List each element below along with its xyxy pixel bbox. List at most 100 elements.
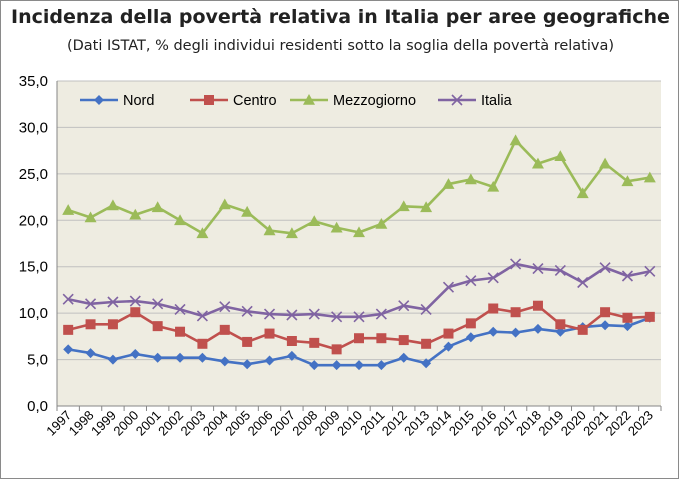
data-point-centro — [85, 319, 96, 330]
chart-title: Incidenza della povertà relativa in Ital… — [11, 6, 670, 28]
data-point-mezzogiorno — [62, 204, 75, 215]
data-point-italia — [353, 311, 365, 323]
data-point-centro — [130, 307, 141, 318]
legend-marker-centro — [204, 95, 214, 105]
data-point-centro — [63, 324, 74, 335]
data-point-mezzogiorno — [621, 175, 634, 187]
legend-label-mezzogiorno: Mezzogiorno — [333, 93, 416, 109]
data-point-mezzogiorno — [84, 211, 97, 223]
data-point-mezzogiorno — [487, 180, 500, 192]
data-point-centro — [510, 307, 521, 318]
y-tick-label: 15,0 — [19, 259, 48, 276]
data-point-italia — [263, 308, 276, 320]
data-point-centro — [242, 336, 253, 347]
data-point-italia — [219, 301, 231, 313]
legend-label-italia: Italia — [481, 93, 513, 109]
data-point-nord — [107, 354, 118, 365]
data-point-nord — [488, 326, 499, 337]
data-point-mezzogiorno — [353, 226, 365, 238]
data-point-centro — [354, 333, 364, 344]
data-point-nord — [242, 359, 253, 370]
data-point-nord — [600, 320, 611, 331]
data-point-italia — [331, 311, 343, 323]
data-point-mezzogiorno — [509, 134, 522, 146]
data-point-mezzogiorno — [285, 227, 298, 239]
data-point-nord — [331, 360, 342, 371]
data-point-mezzogiorno — [218, 198, 231, 210]
data-point-centro — [264, 328, 275, 339]
data-point-italia — [577, 276, 589, 289]
data-point-mezzogiorno — [174, 214, 187, 226]
data-point-nord — [622, 321, 633, 332]
data-point-nord — [286, 350, 297, 361]
data-point-italia — [129, 295, 141, 307]
data-point-mezzogiorno — [330, 221, 343, 233]
y-tick-label: 5,0 — [27, 352, 48, 369]
data-point-mezzogiorno — [643, 171, 656, 183]
data-point-mezzogiorno — [151, 201, 164, 213]
data-point-mezzogiorno — [308, 215, 321, 227]
data-point-centro — [175, 326, 186, 337]
data-point-mezzogiorno — [531, 157, 544, 169]
data-point-mezzogiorno — [599, 157, 612, 169]
data-point-centro — [443, 328, 454, 339]
data-point-nord — [264, 355, 275, 366]
data-point-italia — [308, 308, 320, 320]
y-tick-label: 20,0 — [19, 212, 48, 229]
data-point-centro — [152, 321, 163, 332]
data-point-italia — [644, 265, 656, 277]
data-point-italia — [62, 293, 74, 305]
data-point-centro — [398, 335, 409, 346]
data-point-italia — [241, 305, 253, 317]
data-point-centro — [331, 344, 342, 355]
data-point-nord — [421, 358, 432, 369]
data-point-nord — [197, 352, 208, 363]
data-point-italia — [510, 258, 522, 270]
data-point-mezzogiorno — [196, 227, 209, 239]
data-point-mezzogiorno — [420, 201, 433, 213]
data-point-centro — [376, 333, 387, 344]
data-point-italia — [107, 296, 119, 308]
data-point-italia — [420, 303, 432, 315]
data-point-italia — [174, 303, 186, 315]
data-point-mezzogiorno — [576, 187, 589, 199]
data-point-centro — [421, 338, 432, 349]
data-point-centro — [600, 307, 611, 318]
legend-marker-nord — [94, 95, 104, 105]
data-point-nord — [152, 352, 163, 363]
data-point-nord — [376, 360, 387, 371]
data-point-italia — [398, 300, 410, 312]
data-point-nord — [130, 349, 141, 359]
data-point-mezzogiorno — [106, 199, 119, 211]
data-point-italia — [465, 275, 477, 287]
y-tick-label: 10,0 — [19, 305, 48, 322]
data-point-italia — [621, 270, 634, 282]
data-point-italia — [375, 308, 387, 320]
data-point-mezzogiorno — [442, 178, 455, 189]
legend-label-centro: Centro — [233, 93, 277, 109]
data-point-centro — [532, 300, 543, 311]
data-point-centro — [465, 318, 476, 329]
data-point-centro — [488, 303, 499, 314]
data-point-nord — [309, 360, 320, 371]
data-point-nord — [532, 323, 543, 334]
data-point-centro — [577, 324, 588, 335]
data-point-nord — [63, 344, 74, 355]
data-point-nord — [398, 352, 409, 363]
data-point-nord — [175, 352, 186, 363]
data-point-nord — [510, 327, 521, 338]
legend-marker-mezzogiorno — [303, 94, 315, 105]
data-point-centro — [309, 337, 320, 348]
data-point-nord — [443, 341, 454, 352]
data-point-italia — [487, 272, 499, 284]
data-point-italia — [152, 298, 164, 310]
data-point-centro — [197, 338, 208, 349]
data-point-mezzogiorno — [464, 173, 477, 185]
data-point-centro — [644, 311, 655, 322]
data-point-italia — [599, 262, 611, 274]
data-point-italia — [442, 281, 455, 293]
y-tick-label: 35,0 — [19, 73, 48, 90]
data-point-nord — [354, 360, 364, 371]
y-tick-label: 0,0 — [27, 398, 48, 415]
